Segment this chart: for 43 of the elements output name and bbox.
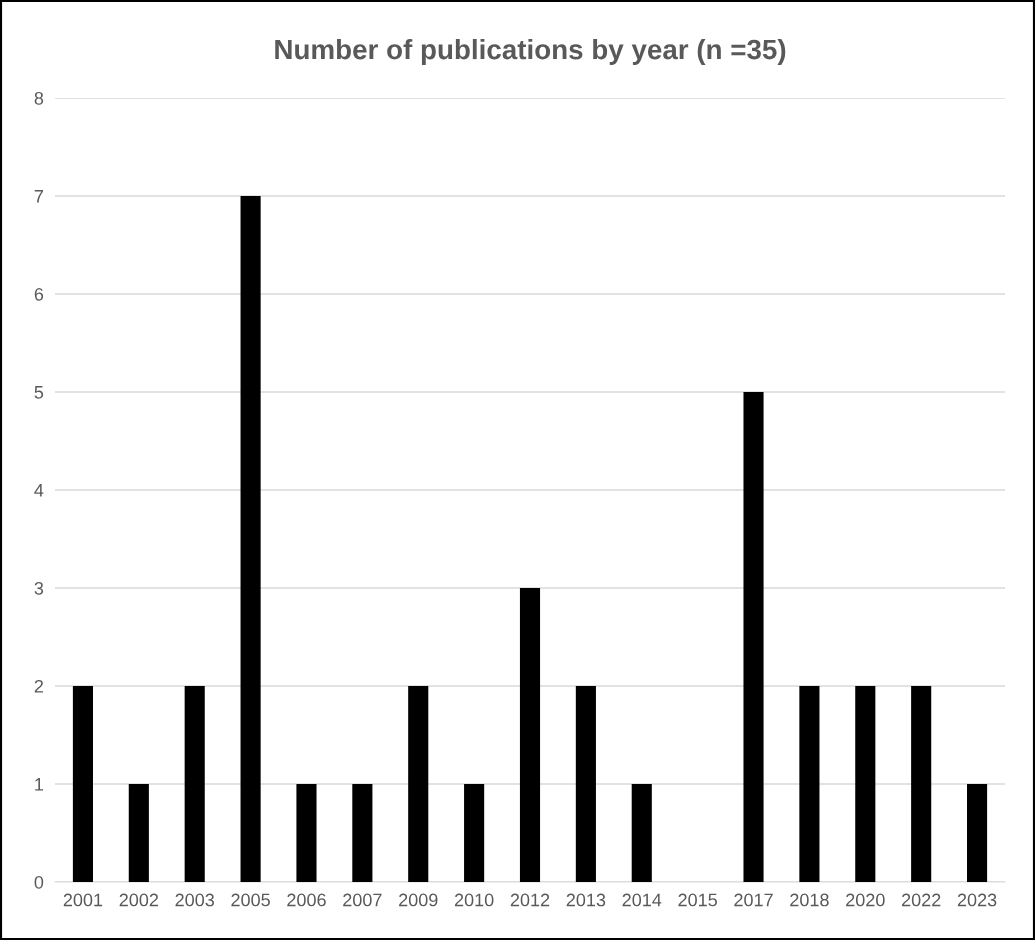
- bar: [575, 686, 596, 882]
- x-tick-label: 2009: [399, 893, 438, 907]
- bar: [128, 784, 149, 882]
- y-tick-label: 3: [34, 581, 44, 595]
- bar: [464, 784, 485, 882]
- x-tick-label: 2010: [454, 893, 494, 907]
- y-tick-label: 6: [34, 287, 44, 301]
- bar: [967, 784, 988, 882]
- chart-title: Number of publications by year (n =35): [275, 38, 786, 65]
- x-tick-label: 2012: [510, 893, 550, 907]
- x-tick-label: 2023: [957, 893, 997, 907]
- x-tick-label: 2003: [175, 893, 214, 907]
- y-tick-label: 1: [35, 778, 44, 791]
- x-tick-label: 2001: [63, 893, 103, 907]
- y-tick-label: 5: [34, 386, 44, 399]
- bar: [352, 784, 373, 882]
- bar: [184, 686, 205, 882]
- bar: [911, 686, 932, 882]
- bar: [519, 588, 541, 882]
- x-tick-label: 2005: [231, 893, 270, 907]
- y-tick-label: 8: [34, 91, 44, 105]
- bar: [631, 784, 652, 882]
- bar: [799, 686, 820, 882]
- x-tick-label: 2014: [622, 893, 662, 907]
- x-tick-label: 2020: [846, 893, 885, 907]
- x-tick-label: 2006: [287, 893, 326, 907]
- bar: [408, 686, 429, 882]
- x-tick-label: 2013: [566, 893, 606, 907]
- x-tick-label: 2017: [734, 893, 773, 907]
- bar: [72, 686, 93, 882]
- x-tick-label: 2018: [790, 893, 829, 907]
- bar: [743, 392, 764, 882]
- x-tick-label: 2022: [902, 893, 941, 907]
- y-tick-label: 0: [34, 875, 44, 889]
- y-tick-label: 4: [34, 484, 44, 497]
- x-tick-label: 2007: [343, 893, 382, 907]
- y-tick-label: 7: [34, 190, 43, 203]
- x-tick-label: 2015: [678, 893, 717, 907]
- bar: [296, 784, 317, 882]
- y-tick-label: 2: [34, 679, 43, 693]
- bar: [855, 686, 876, 882]
- x-tick-label: 2002: [119, 893, 158, 907]
- bar: [240, 196, 261, 882]
